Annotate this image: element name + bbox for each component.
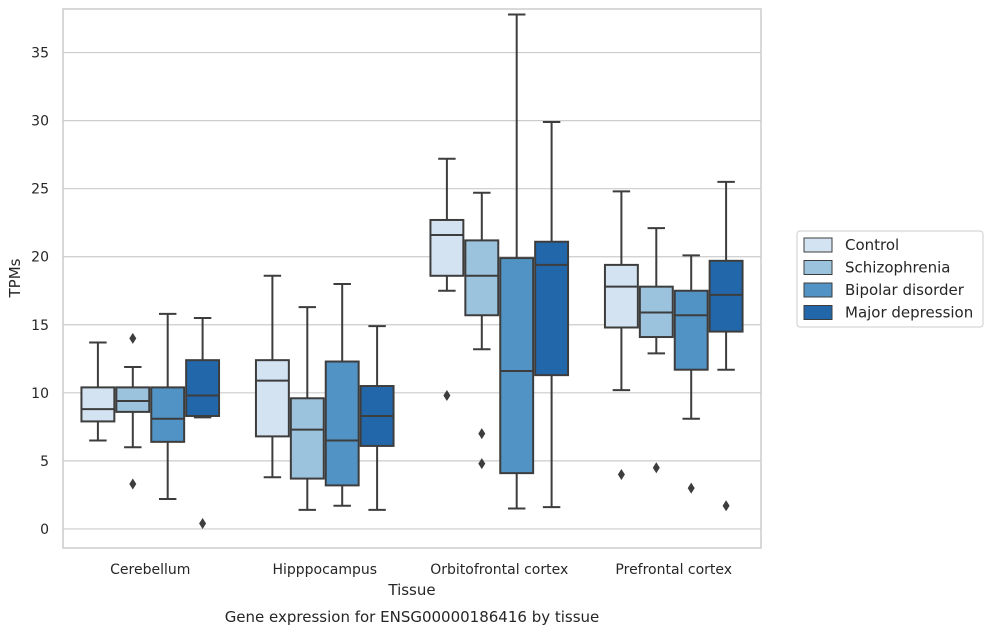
box-body	[80, 386, 116, 423]
y-tick-label: 0	[40, 522, 49, 538]
box-body	[708, 259, 744, 333]
box-bipolar-disorder-prefrontal-cortex	[673, 254, 709, 494]
box-major-depression-orbitofrontal-cortex	[534, 120, 570, 509]
outlier-point	[443, 390, 451, 402]
box-body	[324, 360, 360, 487]
box-schizophrenia-prefrontal-cortex	[638, 227, 674, 474]
box-body	[464, 239, 500, 317]
outlier-point	[652, 462, 660, 474]
legend-item-schizophrenia: Schizophrenia	[803, 259, 950, 277]
box-body	[289, 397, 325, 480]
box-major-depression-cerebellum	[185, 316, 221, 529]
box-body	[429, 218, 465, 277]
y-tick-label: 5	[40, 454, 49, 470]
box-major-depression-hipppocampus	[359, 325, 395, 511]
legend-swatch	[803, 260, 833, 275]
box-bipolar-disorder-orbitofrontal-cortex	[499, 13, 535, 510]
outlier-point	[687, 482, 695, 494]
chart-caption: Gene expression for ENSG00000186416 by t…	[225, 608, 600, 626]
box-body	[254, 359, 290, 438]
y-tick-label: 30	[31, 114, 49, 130]
outlier-point	[722, 500, 730, 512]
box-schizophrenia-cerebellum	[115, 332, 151, 490]
x-axis-title: Tissue	[387, 581, 435, 599]
y-tick-labels: 0 5 10 15 20 25 30 35	[31, 46, 49, 538]
x-tick-label: Prefrontal cortex	[615, 562, 732, 578]
legend-label: Control	[845, 236, 899, 254]
box-body	[115, 386, 151, 413]
legend-swatch	[803, 305, 833, 320]
legend: Control Schizophrenia Bipolar disorder Majo…	[796, 230, 984, 328]
x-tick-labels: Cerebellum Hipppocampus Orbitofrontal cort…	[110, 562, 732, 578]
y-tick-label: 10	[31, 386, 49, 402]
legend-label: Bipolar disorder	[845, 281, 965, 299]
box-control-hipppocampus	[254, 274, 290, 479]
legend-swatch	[803, 237, 833, 253]
outlier-point	[617, 469, 625, 480]
box-body	[185, 359, 221, 417]
y-axis-title: TPMs	[6, 258, 24, 298]
y-tick-label: 25	[31, 182, 49, 198]
outlier-point	[478, 458, 486, 470]
plot-boxes	[80, 13, 744, 529]
box-major-depression-prefrontal-cortex	[708, 180, 744, 512]
box-schizophrenia-orbitofrontal-cortex	[464, 191, 500, 470]
x-tick-label: Hipppocampus	[272, 562, 377, 578]
legend-swatch	[803, 282, 833, 298]
box-schizophrenia-hipppocampus	[289, 306, 325, 511]
box-control-orbitofrontal-cortex	[429, 157, 465, 402]
box-body	[150, 386, 186, 443]
legend-item-bipolar-disorder: Bipolar disorder	[803, 281, 965, 299]
box-body	[499, 257, 535, 475]
box-body	[534, 240, 570, 377]
outlier-point	[478, 428, 486, 440]
outlier-point	[199, 518, 207, 529]
x-tick-label: Cerebellum	[110, 562, 190, 578]
box-bipolar-disorder-cerebellum	[150, 312, 186, 500]
y-tick-label: 15	[31, 318, 49, 334]
box-body	[603, 263, 639, 329]
box-bipolar-disorder-hipppocampus	[324, 282, 360, 507]
x-tick-label: Orbitofrontal cortex	[430, 562, 568, 578]
y-tick-label: 20	[31, 250, 49, 266]
legend-item-major-depression: Major depression	[803, 304, 973, 322]
legend-label: Schizophrenia	[845, 259, 950, 277]
outlier-point	[129, 478, 137, 490]
box-body	[673, 289, 709, 371]
box-control-cerebellum	[80, 341, 116, 442]
outlier-point	[129, 332, 137, 344]
y-tick-label: 35	[31, 46, 49, 62]
plot-frame	[62, 8, 762, 549]
box-control-prefrontal-cortex	[603, 190, 639, 480]
legend-item-control: Control	[803, 236, 899, 254]
legend-frame	[796, 230, 984, 328]
legend-label: Major depression	[845, 304, 973, 322]
